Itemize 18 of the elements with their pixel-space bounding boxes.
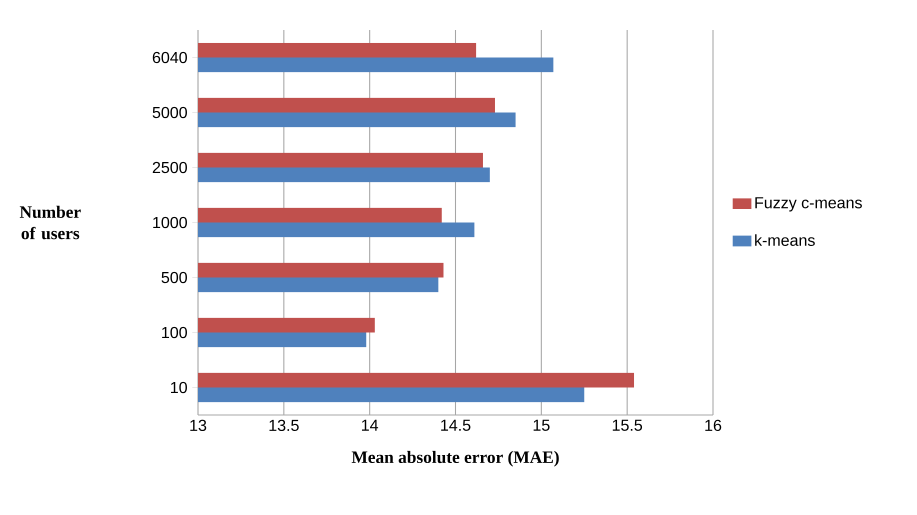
legend-label: Fuzzy c-means	[755, 197, 862, 212]
y-tick-label: 5000	[152, 106, 187, 118]
x-tick-label: 13.5	[269, 420, 299, 432]
x-tick-label: 15	[534, 420, 550, 431]
y-tick-label: 6040	[152, 52, 187, 64]
legend-label: k-means	[755, 234, 815, 246]
y-tick-label: 1000	[153, 216, 187, 228]
x-tick-label: 14.5	[441, 420, 470, 431]
x-tick-label: 15.5	[612, 420, 642, 431]
y-tick-label: 500	[162, 272, 187, 284]
y-tick-label: 100	[162, 326, 187, 338]
y-axis-title: Number of users	[20, 206, 81, 240]
x-tick-label: 16	[705, 420, 722, 432]
y-tick-label: 10	[171, 382, 187, 394]
y-tick-label: 2500	[152, 162, 187, 174]
x-tick-label: 13	[190, 420, 206, 432]
x-axis-title: Mean absolute error (MAE)	[352, 450, 559, 467]
x-tick-label: 14	[362, 420, 378, 431]
